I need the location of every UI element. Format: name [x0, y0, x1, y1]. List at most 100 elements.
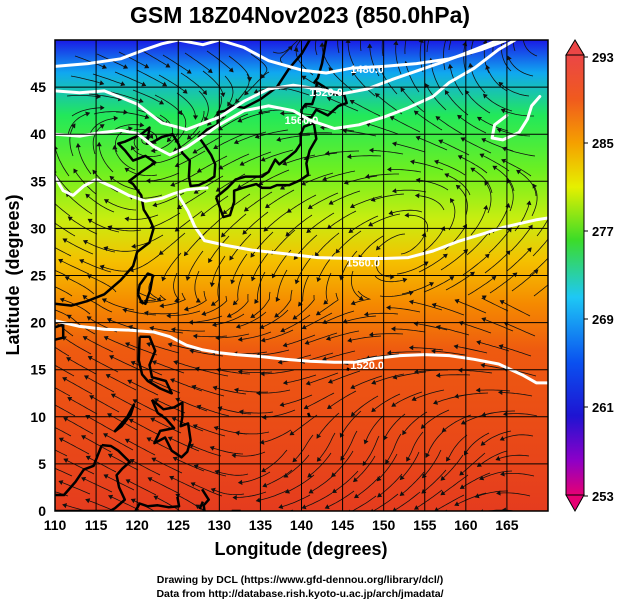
streamline-arrow: [235, 323, 241, 329]
streamline: [55, 286, 73, 297]
streamline: [244, 71, 270, 96]
streamline-arrow: [129, 458, 135, 464]
streamline: [180, 72, 207, 95]
streamline-arrow: [440, 490, 446, 496]
streamline-arrow: [237, 369, 243, 375]
streamline: [149, 379, 181, 394]
streamline: [106, 374, 137, 391]
contour-label: 1560.0: [346, 257, 380, 269]
streamline-arrow: [208, 257, 213, 263]
streamline-arrow: [127, 379, 133, 385]
height-contour: [55, 40, 517, 157]
streamline: [304, 392, 335, 409]
streamline-arrow: [444, 173, 450, 178]
streamline: [89, 395, 120, 413]
streamline: [170, 378, 203, 392]
streamline: [364, 415, 384, 444]
streamline-arrow: [347, 337, 353, 343]
streamline: [83, 336, 114, 353]
streamline-arrow: [384, 23, 388, 27]
streamline: [84, 375, 115, 393]
streamline-arrow: [96, 141, 102, 147]
streamline-arrow: [255, 497, 261, 503]
colorbar-gradient: [565, 54, 585, 496]
streamline: [500, 434, 534, 441]
streamline: [477, 116, 509, 132]
x-tick-label: 160: [454, 517, 478, 533]
coastline: [55, 40, 311, 307]
streamline-arrow: [209, 445, 215, 451]
streamline: [71, 107, 104, 117]
streamline-arrow: [316, 277, 322, 283]
streamline-arrow: [399, 491, 405, 496]
streamline-arrow: [470, 167, 476, 173]
streamline: [250, 53, 268, 79]
streamline: [127, 379, 159, 396]
streamline: [238, 471, 271, 484]
streamline: [176, 92, 196, 120]
streamline-arrow: [122, 307, 128, 313]
streamline-arrow: [210, 301, 216, 306]
streamline-arrow: [190, 482, 196, 487]
streamline: [59, 437, 90, 455]
streamline: [85, 415, 116, 433]
streamline: [237, 171, 268, 189]
streamline-arrow: [324, 504, 330, 509]
streamline: [192, 135, 223, 154]
streamline: [154, 398, 186, 414]
streamline: [476, 389, 511, 392]
streamline: [365, 123, 399, 135]
streamline: [440, 249, 468, 271]
x-tick-label: 155: [413, 517, 437, 533]
streamline: [454, 492, 487, 506]
streamline-arrow: [449, 276, 455, 281]
streamline: [434, 160, 466, 176]
streamline-arrow: [226, 312, 232, 318]
streamline: [170, 170, 202, 187]
streamline-arrow: [42, 240, 46, 244]
streamline: [103, 433, 134, 451]
streamline: [276, 134, 311, 141]
streamline-arrow: [99, 264, 105, 270]
streamline-arrow: [280, 327, 286, 333]
streamline-arrow: [233, 139, 239, 145]
streamline: [511, 269, 539, 292]
streamline-arrow: [327, 404, 333, 410]
streamline-arrow: [105, 373, 111, 379]
streamline-arrow: [276, 136, 282, 142]
streamline: [88, 93, 123, 100]
x-tick-label: 110: [44, 517, 67, 533]
streamline: [422, 226, 445, 253]
streamline: [256, 389, 291, 394]
streamline-arrow: [363, 311, 369, 317]
streamline-arrow: [220, 232, 226, 238]
streamline-arrow: [229, 255, 235, 261]
streamline: [140, 49, 171, 68]
streamline: [115, 111, 150, 119]
streamline-arrow: [212, 322, 217, 328]
streamline: [55, 203, 71, 217]
streamline: [272, 40, 299, 54]
streamline-arrow: [146, 437, 152, 442]
streamline: [55, 309, 69, 317]
streamline-arrow: [209, 282, 215, 288]
streamline-arrow: [377, 492, 383, 498]
streamline-arrow: [408, 345, 414, 351]
streamline: [256, 489, 289, 502]
streamline-arrow: [125, 479, 131, 484]
x-tick-label: 125: [167, 517, 191, 533]
streamline: [150, 417, 182, 434]
streamline: [404, 40, 407, 55]
streamline: [347, 155, 382, 158]
streamline: [531, 183, 538, 217]
streamline: [350, 395, 379, 417]
streamline: [231, 451, 266, 457]
streamline-arrow: [301, 324, 307, 330]
streamline: [114, 71, 146, 86]
streamline-arrow: [201, 311, 207, 317]
streamline-arrow: [484, 253, 490, 259]
streamline: [470, 167, 493, 194]
streamline-arrow: [158, 250, 164, 255]
streamline: [448, 40, 452, 51]
